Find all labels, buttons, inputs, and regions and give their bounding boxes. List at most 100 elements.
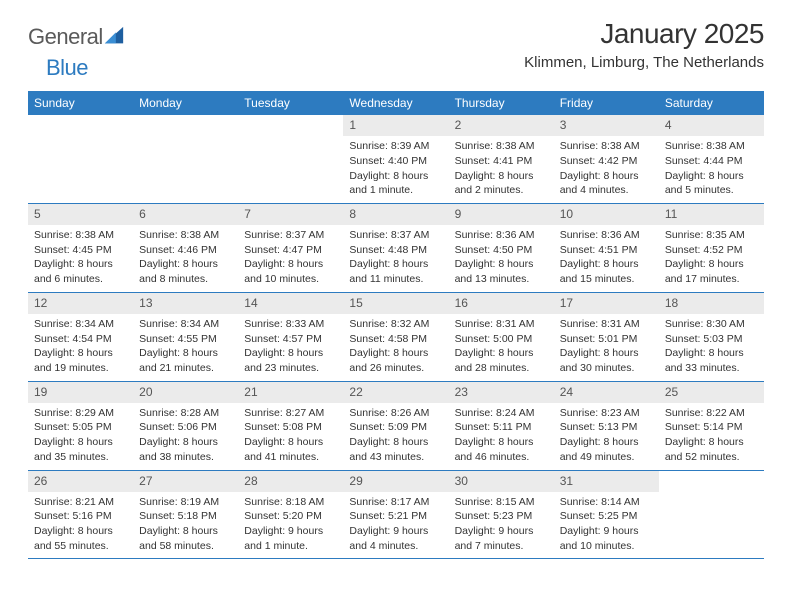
day-day2: and 1 minute. xyxy=(349,183,442,197)
empty-cell xyxy=(659,471,764,560)
day-sunset: Sunset: 4:44 PM xyxy=(665,154,758,168)
day-cell: 24Sunrise: 8:23 AMSunset: 5:13 PMDayligh… xyxy=(554,382,659,471)
day-day1: Daylight: 8 hours xyxy=(665,257,758,271)
day-day2: and 6 minutes. xyxy=(34,272,127,286)
day-body: Sunrise: 8:21 AMSunset: 5:16 PMDaylight:… xyxy=(28,492,133,559)
day-number: 13 xyxy=(133,293,238,314)
day-sunrise: Sunrise: 8:31 AM xyxy=(560,317,653,331)
day-body: Sunrise: 8:23 AMSunset: 5:13 PMDaylight:… xyxy=(554,403,659,470)
day-sunrise: Sunrise: 8:35 AM xyxy=(665,228,758,242)
day-body: Sunrise: 8:31 AMSunset: 5:00 PMDaylight:… xyxy=(449,314,554,381)
logo-text-1: General xyxy=(28,24,103,50)
day-body: Sunrise: 8:38 AMSunset: 4:44 PMDaylight:… xyxy=(659,136,764,203)
day-sunset: Sunset: 4:46 PM xyxy=(139,243,232,257)
day-body: Sunrise: 8:34 AMSunset: 4:55 PMDaylight:… xyxy=(133,314,238,381)
day-body: Sunrise: 8:38 AMSunset: 4:45 PMDaylight:… xyxy=(28,225,133,292)
day-number: 18 xyxy=(659,293,764,314)
day-sunrise: Sunrise: 8:32 AM xyxy=(349,317,442,331)
day-sunset: Sunset: 4:58 PM xyxy=(349,332,442,346)
day-body: Sunrise: 8:34 AMSunset: 4:54 PMDaylight:… xyxy=(28,314,133,381)
day-sunset: Sunset: 4:40 PM xyxy=(349,154,442,168)
day-sunset: Sunset: 5:05 PM xyxy=(34,420,127,434)
day-sunset: Sunset: 4:45 PM xyxy=(34,243,127,257)
day-day1: Daylight: 8 hours xyxy=(349,169,442,183)
day-day1: Daylight: 8 hours xyxy=(244,346,337,360)
day-sunset: Sunset: 4:52 PM xyxy=(665,243,758,257)
day-day2: and 17 minutes. xyxy=(665,272,758,286)
day-body: Sunrise: 8:14 AMSunset: 5:25 PMDaylight:… xyxy=(554,492,659,559)
day-cell: 14Sunrise: 8:33 AMSunset: 4:57 PMDayligh… xyxy=(238,293,343,382)
day-body: Sunrise: 8:15 AMSunset: 5:23 PMDaylight:… xyxy=(449,492,554,559)
day-number: 26 xyxy=(28,471,133,492)
day-day1: Daylight: 9 hours xyxy=(244,524,337,538)
day-sunset: Sunset: 5:20 PM xyxy=(244,509,337,523)
day-day2: and 35 minutes. xyxy=(34,450,127,464)
day-sunrise: Sunrise: 8:34 AM xyxy=(139,317,232,331)
day-day2: and 49 minutes. xyxy=(560,450,653,464)
day-day1: Daylight: 8 hours xyxy=(560,435,653,449)
empty-cell xyxy=(238,115,343,204)
day-sunset: Sunset: 4:41 PM xyxy=(455,154,548,168)
day-day2: and 55 minutes. xyxy=(34,539,127,553)
day-day2: and 2 minutes. xyxy=(455,183,548,197)
day-body: Sunrise: 8:31 AMSunset: 5:01 PMDaylight:… xyxy=(554,314,659,381)
day-sunset: Sunset: 4:55 PM xyxy=(139,332,232,346)
day-day1: Daylight: 8 hours xyxy=(34,257,127,271)
day-sunset: Sunset: 5:00 PM xyxy=(455,332,548,346)
day-body: Sunrise: 8:38 AMSunset: 4:41 PMDaylight:… xyxy=(449,136,554,203)
day-cell: 8Sunrise: 8:37 AMSunset: 4:48 PMDaylight… xyxy=(343,204,448,293)
day-day1: Daylight: 8 hours xyxy=(139,524,232,538)
day-body: Sunrise: 8:36 AMSunset: 4:51 PMDaylight:… xyxy=(554,225,659,292)
day-sunrise: Sunrise: 8:18 AM xyxy=(244,495,337,509)
day-number: 21 xyxy=(238,382,343,403)
day-body: Sunrise: 8:28 AMSunset: 5:06 PMDaylight:… xyxy=(133,403,238,470)
day-number: 14 xyxy=(238,293,343,314)
day-day1: Daylight: 8 hours xyxy=(244,257,337,271)
day-sunset: Sunset: 5:18 PM xyxy=(139,509,232,523)
empty-cell xyxy=(28,115,133,204)
day-sunset: Sunset: 5:06 PM xyxy=(139,420,232,434)
day-sunset: Sunset: 5:13 PM xyxy=(560,420,653,434)
day-body: Sunrise: 8:33 AMSunset: 4:57 PMDaylight:… xyxy=(238,314,343,381)
logo-text-2: Blue xyxy=(46,55,88,81)
day-sunset: Sunset: 5:14 PM xyxy=(665,420,758,434)
day-number: 25 xyxy=(659,382,764,403)
day-cell: 7Sunrise: 8:37 AMSunset: 4:47 PMDaylight… xyxy=(238,204,343,293)
day-day1: Daylight: 8 hours xyxy=(349,257,442,271)
day-number: 15 xyxy=(343,293,448,314)
day-sunrise: Sunrise: 8:15 AM xyxy=(455,495,548,509)
day-day2: and 7 minutes. xyxy=(455,539,548,553)
day-sunset: Sunset: 5:25 PM xyxy=(560,509,653,523)
day-number: 9 xyxy=(449,204,554,225)
calendar-grid: SundayMondayTuesdayWednesdayThursdayFrid… xyxy=(28,91,764,559)
day-body: Sunrise: 8:27 AMSunset: 5:08 PMDaylight:… xyxy=(238,403,343,470)
day-cell: 19Sunrise: 8:29 AMSunset: 5:05 PMDayligh… xyxy=(28,382,133,471)
day-cell: 2Sunrise: 8:38 AMSunset: 4:41 PMDaylight… xyxy=(449,115,554,204)
day-sunset: Sunset: 4:51 PM xyxy=(560,243,653,257)
day-day1: Daylight: 8 hours xyxy=(349,346,442,360)
day-number: 20 xyxy=(133,382,238,403)
day-cell: 20Sunrise: 8:28 AMSunset: 5:06 PMDayligh… xyxy=(133,382,238,471)
day-sunset: Sunset: 4:48 PM xyxy=(349,243,442,257)
day-sunrise: Sunrise: 8:23 AM xyxy=(560,406,653,420)
day-number: 10 xyxy=(554,204,659,225)
day-body: Sunrise: 8:19 AMSunset: 5:18 PMDaylight:… xyxy=(133,492,238,559)
day-day1: Daylight: 8 hours xyxy=(455,169,548,183)
day-day1: Daylight: 8 hours xyxy=(665,346,758,360)
day-sunset: Sunset: 5:03 PM xyxy=(665,332,758,346)
day-cell: 18Sunrise: 8:30 AMSunset: 5:03 PMDayligh… xyxy=(659,293,764,382)
day-number: 31 xyxy=(554,471,659,492)
day-body: Sunrise: 8:17 AMSunset: 5:21 PMDaylight:… xyxy=(343,492,448,559)
day-number: 16 xyxy=(449,293,554,314)
day-cell: 11Sunrise: 8:35 AMSunset: 4:52 PMDayligh… xyxy=(659,204,764,293)
day-day2: and 52 minutes. xyxy=(665,450,758,464)
day-number: 27 xyxy=(133,471,238,492)
day-day2: and 23 minutes. xyxy=(244,361,337,375)
day-body: Sunrise: 8:22 AMSunset: 5:14 PMDaylight:… xyxy=(659,403,764,470)
day-day1: Daylight: 8 hours xyxy=(139,435,232,449)
day-day2: and 19 minutes. xyxy=(34,361,127,375)
day-cell: 4Sunrise: 8:38 AMSunset: 4:44 PMDaylight… xyxy=(659,115,764,204)
day-sunrise: Sunrise: 8:31 AM xyxy=(455,317,548,331)
day-body: Sunrise: 8:18 AMSunset: 5:20 PMDaylight:… xyxy=(238,492,343,559)
day-day2: and 1 minute. xyxy=(244,539,337,553)
